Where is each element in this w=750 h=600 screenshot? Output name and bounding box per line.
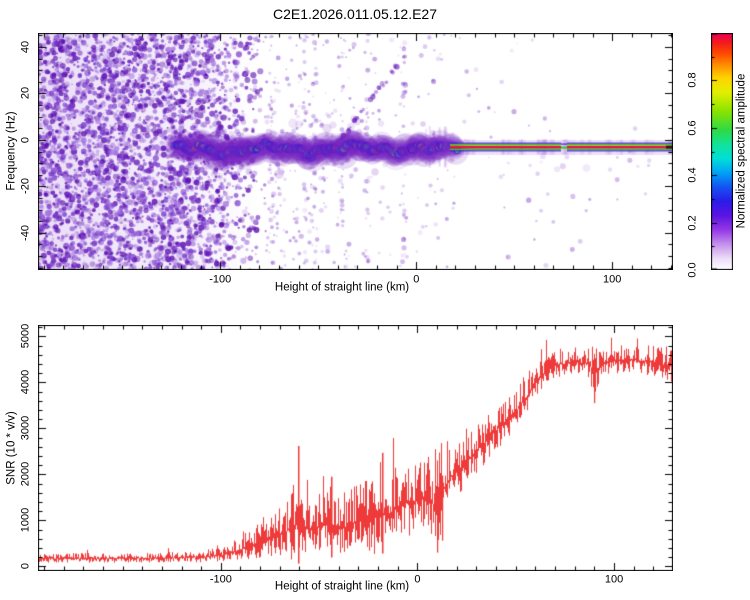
snr-x-tick-label: -100 [209, 573, 232, 586]
colorbar-tick-label: 0.2 [686, 214, 699, 231]
spectrogram-xlabel: Height of straight line (km) [274, 281, 410, 294]
spectrogram-y-tick-label: -40 [19, 224, 32, 241]
colorbar-tick-label: 0.6 [686, 120, 699, 136]
colorbar-tick-label: 0.8 [686, 72, 699, 89]
snr-ylabel: SNR (10 * v/v) [5, 411, 18, 485]
spectrogram-ylabel: Frequency (Hz) [5, 111, 18, 191]
spectrogram-x-tick-label: 0 [413, 273, 420, 286]
spectrogram-y-tick-label: 20 [19, 87, 32, 100]
snr-y-tick-label: 0 [19, 563, 32, 570]
snr-x-tick-label: 100 [604, 573, 624, 586]
colorbar-title: Normalized spectral amplitude [735, 73, 748, 229]
colorbar-tick-label: 0.0 [686, 262, 699, 278]
spectrogram-y-tick-label: -20 [19, 178, 32, 195]
colorbar-canvas [711, 33, 733, 270]
spectrogram-y-tick-label: 0 [19, 136, 32, 143]
snr-y-tick-label: 1000 [19, 508, 32, 533]
spectrogram-canvas [38, 33, 673, 270]
snr-canvas [38, 325, 673, 571]
snr-y-tick-label: 5000 [19, 324, 32, 349]
snr-y-tick-label: 2000 [19, 462, 32, 487]
figure-title: C2E1.2026.011.05.12.E27 [273, 6, 437, 22]
spectrogram-x-tick-label: 100 [603, 273, 622, 286]
snr-y-tick-label: 4000 [19, 370, 32, 395]
snr-y-tick-label: 3000 [19, 416, 32, 441]
snr-xlabel: Height of straight line (km) [274, 580, 410, 593]
spectrogram-y-tick-label: 40 [19, 40, 32, 54]
spectrogram-x-tick-label: -100 [209, 273, 232, 286]
colorbar-tick-label: 0.4 [686, 167, 699, 183]
snr-x-tick-label: 0 [414, 573, 421, 586]
